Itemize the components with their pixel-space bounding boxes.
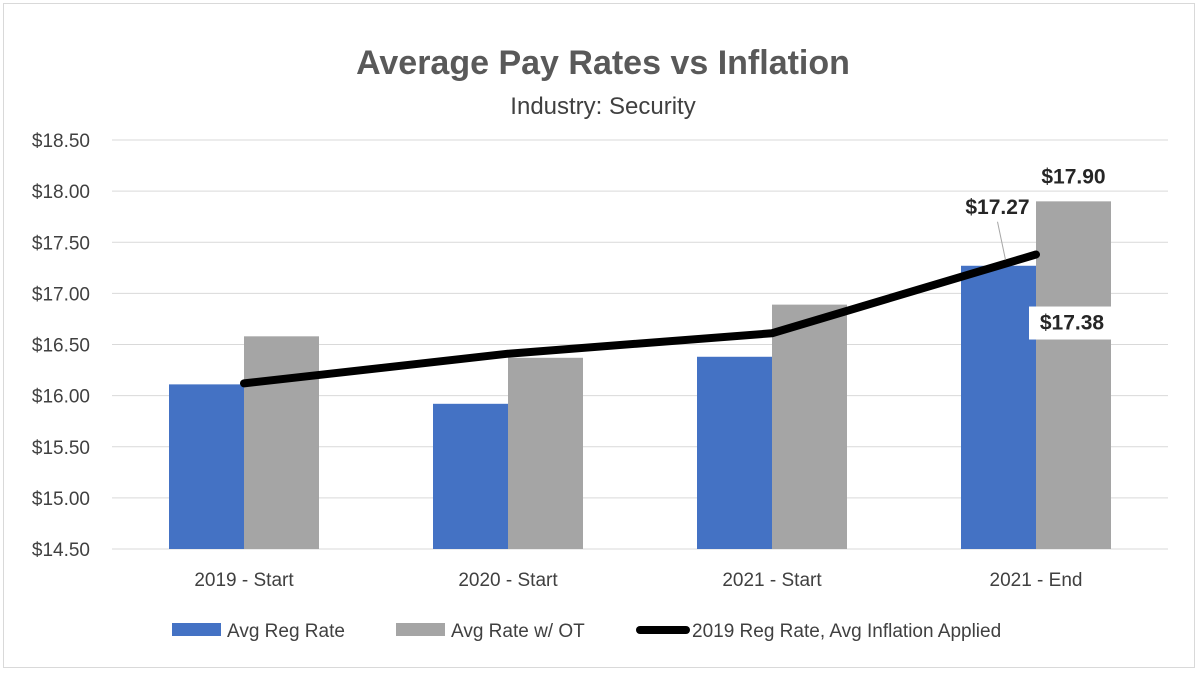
y-tick-label: $18.00 bbox=[32, 182, 90, 203]
y-axis-ticks: $14.50 $15.00 $15.50 $16.00 $16.50 $17.00 $17.… bbox=[32, 131, 90, 561]
y-tick-label: $16.50 bbox=[32, 336, 90, 357]
y-tick-label: $17.50 bbox=[32, 233, 90, 254]
bar bbox=[244, 336, 319, 549]
bar bbox=[433, 403, 508, 549]
bar bbox=[961, 265, 1036, 549]
legend-label: 2019 Reg Rate, Avg Inflation Applied bbox=[692, 621, 1001, 642]
y-tick-label: $14.50 bbox=[32, 540, 90, 561]
bar bbox=[169, 384, 244, 549]
legend-label: Avg Reg Rate bbox=[227, 621, 345, 642]
data-label-leader bbox=[997, 221, 1006, 260]
data-labels: $17.27 $17.90 $17.38 bbox=[965, 165, 1115, 340]
y-tick-label: $15.50 bbox=[32, 438, 90, 459]
bar bbox=[772, 304, 847, 549]
data-label: $17.27 bbox=[965, 196, 1029, 219]
data-label: $17.90 bbox=[1041, 165, 1105, 188]
legend-swatch bbox=[396, 623, 445, 636]
data-label-box bbox=[1029, 306, 1115, 340]
x-tick-label: 2019 - Start bbox=[194, 570, 294, 591]
x-tick-label: 2021 - Start bbox=[722, 570, 822, 591]
inflation-line-layer bbox=[240, 250, 1040, 388]
bar bbox=[1036, 201, 1111, 549]
inflation-line bbox=[240, 250, 1040, 388]
x-axis-ticks: 2019 - Start 2020 - Start 2021 - Start 2021… bbox=[194, 570, 1082, 591]
x-tick-label: 2021 - End bbox=[990, 570, 1083, 591]
y-tick-label: $16.00 bbox=[32, 387, 90, 408]
bar bbox=[508, 357, 583, 549]
y-tick-label: $15.00 bbox=[32, 489, 90, 510]
bar bbox=[697, 356, 772, 549]
legend-label: Avg Rate w/ OT bbox=[451, 621, 585, 642]
legend: Avg Reg Rate Avg Rate w/ OT 2019 Reg Rate,… bbox=[172, 621, 1001, 642]
chart-subtitle: Industry: Security bbox=[510, 93, 695, 120]
data-label: $17.38 bbox=[1040, 312, 1105, 335]
chart-title: Average Pay Rates vs Inflation bbox=[356, 44, 850, 82]
y-tick-label: $17.00 bbox=[32, 284, 90, 305]
y-tick-label: $18.50 bbox=[32, 131, 90, 152]
legend-swatch bbox=[172, 623, 221, 636]
bars bbox=[169, 201, 1111, 549]
x-tick-label: 2020 - Start bbox=[458, 570, 558, 591]
